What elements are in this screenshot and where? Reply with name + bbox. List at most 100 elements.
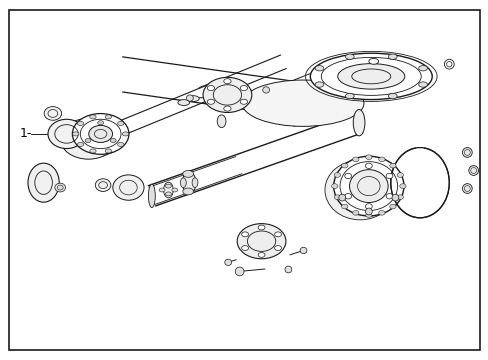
Text: 1-: 1- — [19, 127, 32, 140]
Ellipse shape — [118, 121, 123, 125]
Ellipse shape — [165, 192, 171, 196]
Ellipse shape — [159, 188, 164, 192]
Ellipse shape — [331, 184, 337, 188]
Ellipse shape — [90, 115, 96, 119]
Ellipse shape — [310, 53, 431, 100]
Ellipse shape — [182, 172, 196, 193]
Ellipse shape — [55, 183, 65, 192]
Ellipse shape — [396, 195, 403, 199]
Ellipse shape — [368, 58, 378, 64]
Ellipse shape — [240, 86, 247, 91]
Ellipse shape — [241, 246, 248, 251]
Ellipse shape — [387, 54, 396, 59]
Ellipse shape — [325, 160, 394, 220]
Ellipse shape — [118, 143, 123, 147]
Ellipse shape — [396, 173, 403, 177]
Ellipse shape — [365, 204, 371, 209]
Ellipse shape — [77, 143, 83, 147]
Ellipse shape — [171, 188, 177, 192]
Ellipse shape — [365, 155, 371, 159]
Ellipse shape — [95, 179, 111, 192]
Ellipse shape — [262, 87, 269, 93]
Ellipse shape — [365, 163, 371, 168]
Ellipse shape — [235, 267, 244, 276]
Ellipse shape — [258, 252, 264, 257]
Ellipse shape — [462, 184, 471, 193]
Ellipse shape — [352, 109, 364, 136]
Ellipse shape — [122, 132, 128, 136]
Ellipse shape — [224, 259, 231, 265]
Ellipse shape — [418, 66, 427, 71]
Ellipse shape — [386, 194, 392, 199]
Ellipse shape — [77, 121, 83, 125]
Ellipse shape — [333, 173, 340, 177]
Ellipse shape — [341, 163, 347, 168]
Ellipse shape — [386, 173, 392, 179]
Ellipse shape — [183, 171, 193, 177]
Ellipse shape — [285, 266, 291, 273]
Ellipse shape — [333, 195, 340, 199]
Ellipse shape — [391, 194, 398, 201]
Ellipse shape — [105, 149, 111, 153]
Ellipse shape — [85, 139, 91, 143]
Ellipse shape — [203, 77, 251, 112]
Ellipse shape — [337, 64, 404, 89]
Ellipse shape — [224, 79, 231, 84]
Ellipse shape — [389, 163, 395, 168]
Ellipse shape — [468, 166, 478, 175]
Ellipse shape — [387, 93, 396, 99]
Ellipse shape — [207, 99, 214, 104]
Ellipse shape — [217, 115, 225, 127]
Ellipse shape — [165, 184, 171, 188]
Ellipse shape — [241, 232, 248, 237]
Ellipse shape — [258, 225, 264, 230]
Ellipse shape — [237, 224, 285, 259]
Ellipse shape — [48, 119, 85, 149]
Ellipse shape — [183, 188, 193, 195]
Ellipse shape — [105, 115, 111, 119]
Ellipse shape — [163, 182, 173, 198]
Ellipse shape — [345, 93, 353, 99]
Ellipse shape — [378, 157, 384, 162]
Ellipse shape — [110, 139, 116, 143]
Ellipse shape — [192, 178, 198, 188]
Ellipse shape — [352, 157, 358, 162]
Ellipse shape — [224, 106, 231, 111]
Ellipse shape — [399, 184, 405, 188]
Ellipse shape — [90, 149, 96, 153]
Ellipse shape — [344, 173, 351, 179]
Ellipse shape — [186, 95, 193, 101]
Ellipse shape — [28, 163, 59, 202]
Ellipse shape — [60, 118, 117, 159]
Ellipse shape — [300, 247, 306, 254]
Ellipse shape — [240, 99, 247, 104]
Ellipse shape — [365, 208, 371, 215]
Ellipse shape — [180, 178, 186, 188]
Ellipse shape — [345, 54, 353, 59]
Ellipse shape — [462, 148, 471, 157]
Ellipse shape — [242, 80, 363, 126]
Ellipse shape — [418, 82, 427, 87]
Ellipse shape — [389, 204, 395, 209]
Ellipse shape — [344, 194, 351, 199]
Ellipse shape — [187, 96, 199, 102]
Ellipse shape — [274, 246, 281, 251]
Ellipse shape — [44, 107, 61, 120]
Ellipse shape — [349, 170, 387, 203]
Ellipse shape — [148, 184, 155, 208]
Ellipse shape — [365, 213, 371, 217]
Ellipse shape — [72, 113, 129, 154]
Ellipse shape — [274, 232, 281, 237]
Ellipse shape — [178, 100, 189, 105]
Ellipse shape — [378, 211, 384, 215]
Ellipse shape — [352, 211, 358, 215]
Ellipse shape — [444, 59, 453, 69]
Ellipse shape — [207, 86, 214, 91]
Ellipse shape — [338, 194, 345, 201]
Ellipse shape — [98, 121, 103, 125]
Ellipse shape — [314, 66, 323, 71]
Ellipse shape — [72, 132, 79, 136]
Ellipse shape — [341, 204, 347, 209]
Ellipse shape — [113, 175, 144, 200]
Ellipse shape — [333, 156, 403, 216]
